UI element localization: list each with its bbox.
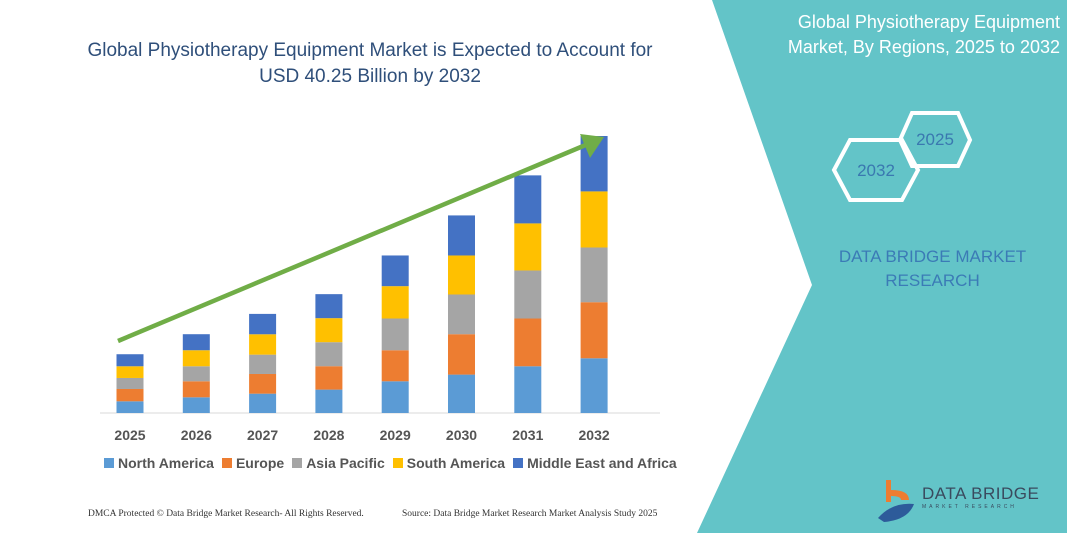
legend-label: Europe bbox=[235, 455, 285, 471]
bar-segment bbox=[116, 354, 144, 367]
hexagon-2032 bbox=[831, 138, 921, 202]
bar-segment bbox=[580, 302, 608, 359]
legend-swatch bbox=[104, 458, 114, 468]
bar-segment bbox=[249, 373, 277, 394]
bar-segment bbox=[514, 270, 542, 319]
x-tick-label: 2027 bbox=[247, 427, 278, 443]
legend-label: North America bbox=[118, 455, 214, 471]
brand-text: DATA BRIDGE MARKET RESEARCH bbox=[820, 245, 1045, 293]
bar-segment bbox=[182, 334, 210, 351]
logo-subtext: MARKET RESEARCH bbox=[922, 504, 1017, 510]
side-panel-background bbox=[697, 0, 1067, 533]
bar-segment bbox=[249, 354, 277, 374]
bar-segment bbox=[514, 223, 542, 271]
logo-text: DATA BRIDGE bbox=[922, 484, 1040, 503]
footer-copyright: DMCA Protected © Data Bridge Market Rese… bbox=[88, 509, 364, 519]
bar-segment bbox=[448, 334, 475, 375]
bar-segment bbox=[182, 350, 210, 367]
bar-segment bbox=[249, 393, 277, 413]
x-tick-label: 2028 bbox=[313, 427, 344, 443]
bar-segment bbox=[448, 215, 475, 256]
x-tick-label: 2026 bbox=[181, 427, 212, 443]
bar-segment bbox=[580, 247, 608, 303]
bar-segment bbox=[116, 377, 144, 389]
legend-label: Middle East and Africa bbox=[527, 455, 677, 471]
x-tick-label: 2029 bbox=[380, 427, 411, 443]
bar-segment bbox=[182, 397, 210, 413]
bar-segment bbox=[182, 381, 210, 398]
bar-segment bbox=[580, 191, 608, 248]
bar-segment bbox=[315, 366, 343, 390]
side-panel-title: Global Physiotherapy Equipment Market, B… bbox=[787, 12, 1060, 57]
brand-line2: RESEARCH bbox=[885, 271, 980, 290]
bar-segment bbox=[448, 374, 475, 413]
logo-mark bbox=[878, 480, 914, 522]
chart-legend: North America Europe Asia Pacific South … bbox=[104, 455, 677, 471]
chart-title: Global Physiotherapy Equipment Market is… bbox=[87, 40, 653, 87]
bar-segment bbox=[182, 366, 210, 382]
bar-segment bbox=[249, 334, 277, 355]
footer-source: Source: Data Bridge Market Research Mark… bbox=[402, 509, 658, 519]
legend-item: Middle East and Africa bbox=[513, 455, 677, 471]
trend-arrow-head bbox=[580, 134, 604, 158]
bar-segment bbox=[381, 381, 409, 413]
bar-segment bbox=[448, 255, 475, 295]
legend-swatch bbox=[513, 458, 524, 468]
legend-swatch bbox=[292, 458, 303, 468]
bar-segment bbox=[315, 389, 343, 413]
bar-segment bbox=[116, 388, 144, 402]
bar-segment bbox=[315, 342, 343, 367]
bar-segment bbox=[315, 294, 343, 319]
bar-segment bbox=[514, 366, 542, 413]
bar-segment bbox=[448, 294, 475, 335]
hex-label-end: 2032 bbox=[857, 161, 895, 180]
bar-segment bbox=[381, 286, 409, 319]
bar-segment bbox=[381, 318, 409, 351]
bar-segment bbox=[116, 366, 144, 378]
legend-swatch bbox=[221, 458, 232, 468]
bar-segment bbox=[249, 313, 277, 335]
bar-segment bbox=[381, 255, 409, 287]
trend-arrow-line bbox=[117, 141, 589, 344]
brand-line1: DATA BRIDGE MARKET bbox=[838, 247, 1027, 266]
x-tick-label: 2025 bbox=[114, 427, 145, 443]
legend-swatch bbox=[392, 458, 403, 468]
x-tick-label: 2030 bbox=[446, 427, 477, 443]
legend-label: Asia Pacific bbox=[306, 455, 385, 471]
bar-segment bbox=[381, 350, 409, 382]
legend-item: Asia Pacific bbox=[292, 455, 385, 471]
hex-label-start: 2025 bbox=[916, 130, 954, 149]
x-tick-label: 2031 bbox=[512, 427, 543, 443]
legend-item: North America bbox=[104, 455, 214, 471]
legend-item: Europe bbox=[221, 455, 285, 471]
bar-segment bbox=[315, 318, 343, 343]
bar-segment bbox=[514, 175, 542, 224]
bar-segment bbox=[580, 358, 608, 413]
bar-segment bbox=[116, 401, 144, 413]
legend-label: South America bbox=[406, 455, 506, 471]
bar-segment bbox=[514, 318, 542, 367]
x-tick-label: 2032 bbox=[579, 427, 610, 443]
stacked-bar-chart: 2025 2026 2027 2028 2029 2030 2031 2032 bbox=[100, 134, 660, 443]
legend-item: South America bbox=[392, 455, 506, 471]
